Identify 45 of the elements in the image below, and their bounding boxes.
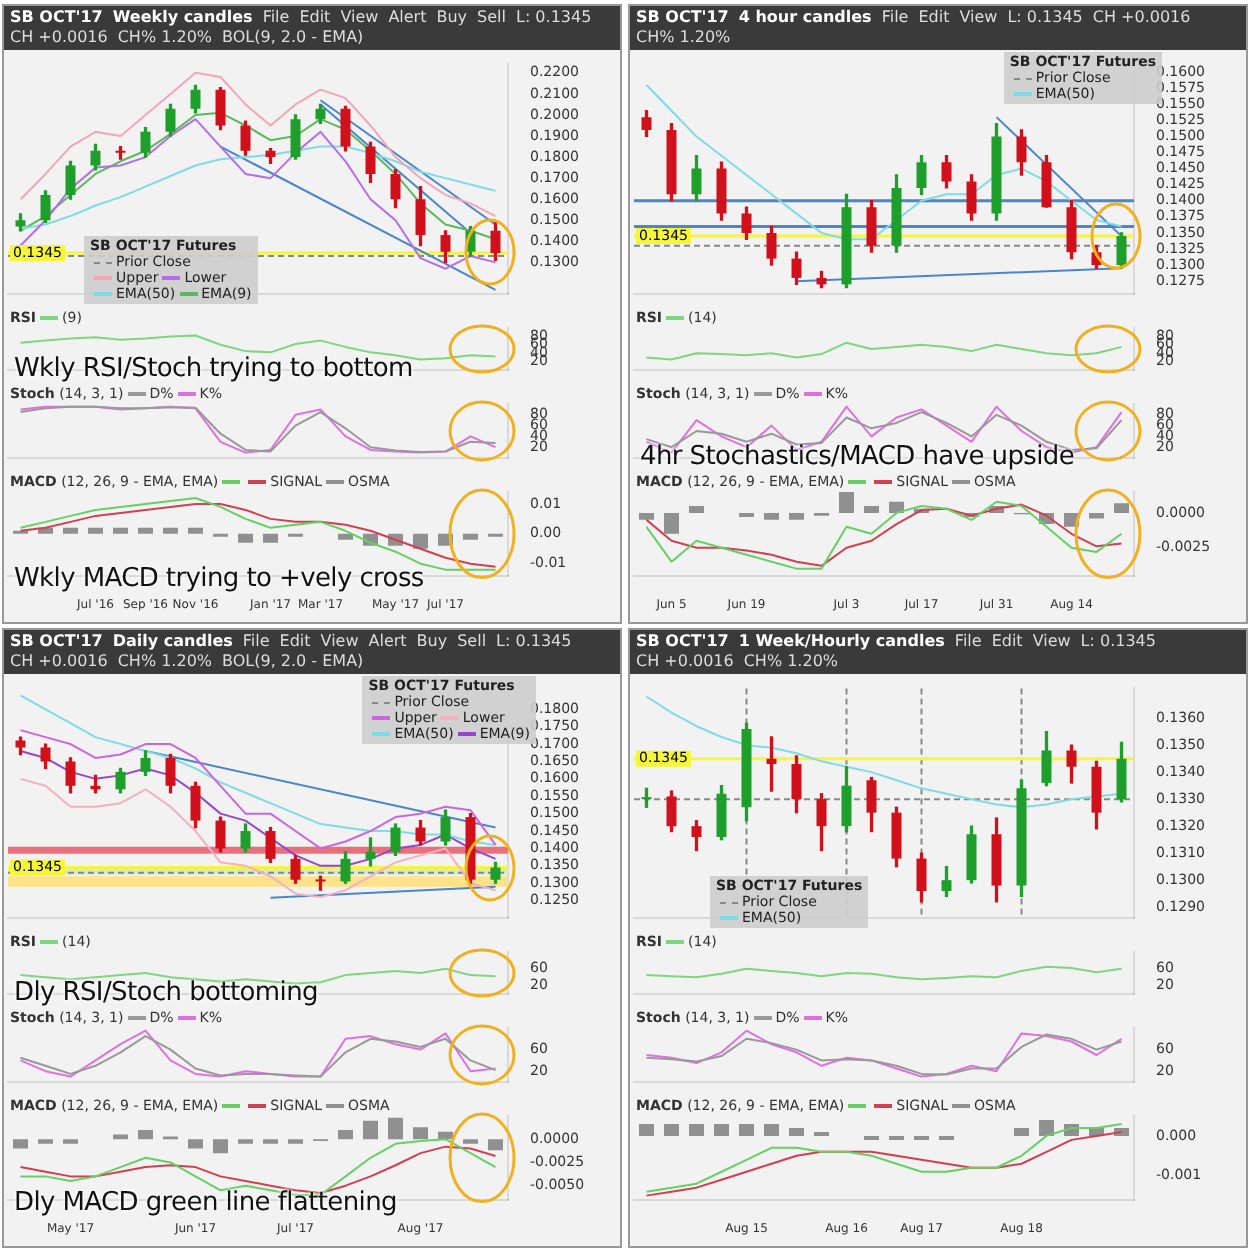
text: Alert: [388, 8, 427, 28]
text: CH% 1.20%: [636, 28, 731, 48]
annotation: Wkly MACD trying to +vely cross: [14, 564, 424, 594]
annotation: 4hr Stochastics/MACD have upside: [640, 442, 1075, 472]
text: CH% 1.20%: [117, 28, 213, 48]
text: CH +0.0016: [10, 28, 108, 48]
text: File: [954, 632, 982, 652]
annotation: Dly RSI/Stoch bottoming: [14, 978, 318, 1008]
text: View: [1032, 632, 1071, 652]
chart-title: SB OCT'17: [10, 8, 103, 28]
text: CH +0.0016: [1092, 8, 1191, 28]
text: Edit: [279, 632, 311, 652]
text: Edit: [991, 632, 1023, 652]
text: CH% 1.20%: [743, 652, 839, 672]
text: File: [881, 8, 909, 28]
chart-subtitle: 1 Week/Hourly candles: [738, 632, 945, 652]
text: L: 0.1345: [515, 8, 592, 28]
text: BOL(9, 2.0 - EMA): [222, 28, 364, 48]
text: Sell: [477, 8, 506, 28]
chart-subtitle: 4 hour candles: [738, 8, 872, 28]
text: CH% 1.20%: [117, 652, 213, 672]
text: View: [959, 8, 998, 28]
chart-title: SB OCT'17: [636, 8, 729, 28]
text: Edit: [918, 8, 950, 28]
text: BOL(9, 2.0 - EMA): [222, 652, 364, 672]
text: File: [242, 632, 270, 652]
text: CH +0.0016: [636, 652, 734, 672]
text: View: [320, 632, 359, 652]
text: Alert: [368, 632, 407, 652]
chart-subtitle: Daily candles: [112, 632, 233, 652]
text: File: [262, 8, 290, 28]
chart-subtitle: Weekly candles: [112, 8, 253, 28]
text: Edit: [299, 8, 331, 28]
chart-title: SB OCT'17: [10, 632, 103, 652]
annotation: Dly MACD green line flattening: [14, 1188, 398, 1218]
text: L: 0.1345: [496, 632, 572, 652]
text: View: [340, 8, 379, 28]
annotation: Wkly RSI/Stoch trying to bottom: [14, 354, 413, 384]
text: L: 0.1345: [1007, 8, 1083, 28]
text: CH +0.0016: [10, 652, 108, 672]
text: Buy: [436, 8, 468, 28]
text: Sell: [457, 632, 487, 652]
text: L: 0.1345: [1080, 632, 1156, 652]
text: Buy: [416, 632, 448, 652]
chart-title: SB OCT'17: [636, 632, 729, 652]
